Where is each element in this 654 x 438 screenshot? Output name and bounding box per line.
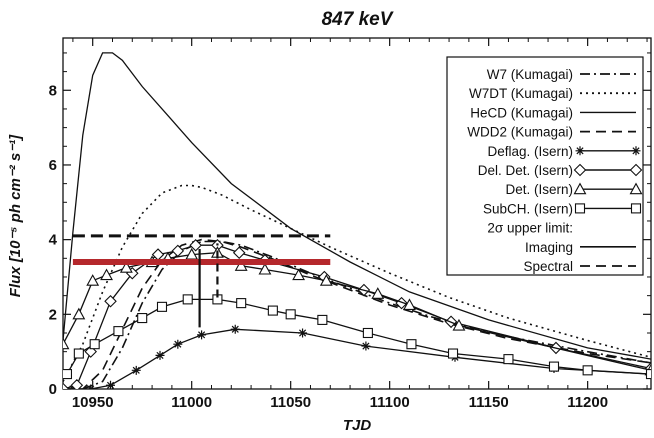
data-point-deflag-isern bbox=[231, 325, 240, 334]
legend-label-w7dt-kumagai: W7DT (Kumagai) bbox=[469, 86, 573, 101]
data-point-subch-isern bbox=[138, 314, 147, 323]
data-point-deflag-isern bbox=[106, 381, 115, 390]
y-tick-label-6: 6 bbox=[49, 157, 57, 174]
legend-marker-subch-isern bbox=[576, 204, 585, 213]
data-point-subch-isern bbox=[157, 302, 166, 311]
plot-area: 10950 11000 11050 11100 11150 11200 0 2 4 6 8 W7 (K… bbox=[49, 38, 654, 411]
data-point-del-det-isern bbox=[172, 245, 183, 256]
legend-label-w7-kumagai: W7 (Kumagai) bbox=[487, 67, 573, 82]
legend-label-hecd-kumagai: HeCD (Kumagai) bbox=[470, 105, 573, 120]
y-tick-label-2: 2 bbox=[49, 306, 57, 323]
data-point-det-isern bbox=[73, 309, 84, 319]
y-tick-label-8: 8 bbox=[49, 82, 57, 99]
x-axis-title: TJD bbox=[343, 417, 372, 433]
data-point-subch-isern bbox=[114, 327, 123, 336]
data-point-subch-isern bbox=[237, 299, 246, 308]
legend-label-deflag-isern: Deflag. (Isern) bbox=[487, 144, 573, 159]
legend-label-det-isern: Det. (Isern) bbox=[505, 182, 573, 197]
data-point-subch-isern bbox=[90, 340, 99, 349]
y-tick-label-0: 0 bbox=[49, 381, 57, 398]
legend-marker-subch-isern bbox=[632, 204, 641, 213]
data-point-del-det-isern bbox=[234, 247, 245, 258]
data-point-del-det-isern bbox=[153, 249, 164, 260]
x-tick-label-11150: 11150 bbox=[469, 394, 509, 411]
legend-marker-deflag-isern bbox=[576, 146, 585, 155]
data-point-subch-isern bbox=[449, 349, 458, 358]
data-point-det-isern bbox=[87, 275, 98, 285]
data-point-subch-isern bbox=[318, 315, 327, 324]
y-axis-title: Flux [10⁻⁵ ph cm⁻² s⁻¹] bbox=[7, 134, 24, 297]
data-point-subch-isern bbox=[62, 370, 71, 379]
data-point-deflag-isern bbox=[156, 351, 165, 360]
x-tick-label-10950: 10950 bbox=[72, 394, 114, 411]
y-tick-label-4: 4 bbox=[49, 232, 58, 249]
x-tick-label-11000: 11000 bbox=[171, 394, 212, 411]
legend-label-imaging: Imaging bbox=[525, 240, 573, 255]
legend-label-spectral: Spectral bbox=[523, 259, 573, 274]
data-point-deflag-isern bbox=[197, 330, 206, 339]
x-tick-label-11200: 11200 bbox=[567, 394, 608, 411]
data-point-subch-isern bbox=[286, 310, 295, 319]
data-point-deflag-isern bbox=[173, 340, 182, 349]
data-point-deflag-isern bbox=[86, 385, 95, 394]
legend-label-del-det-isern: Del. Det. (Isern) bbox=[478, 163, 573, 178]
data-point-deflag-isern bbox=[361, 342, 370, 351]
data-point-subch-isern bbox=[183, 295, 192, 304]
data-point-deflag-isern bbox=[298, 328, 307, 337]
x-tick-label-11050: 11050 bbox=[270, 394, 311, 411]
legend-upper-limit-title: 2σ upper limit: bbox=[487, 221, 573, 236]
data-point-subch-isern bbox=[583, 366, 592, 375]
data-point-subch-isern bbox=[268, 306, 277, 315]
series-line-subch-isern bbox=[67, 299, 651, 374]
legend-label-subch-isern: SubCH. (Isern) bbox=[483, 201, 573, 216]
data-point-deflag-isern bbox=[132, 366, 141, 375]
data-point-det-isern bbox=[101, 270, 112, 280]
x-tick-label-11100: 11100 bbox=[370, 394, 410, 411]
data-point-subch-isern bbox=[647, 370, 654, 379]
data-point-det-isern bbox=[58, 339, 69, 349]
data-point-del-det-isern bbox=[58, 384, 69, 395]
legend: W7 (Kumagai) W7DT (Kumagai) HeCD (Kumagai)… bbox=[447, 57, 643, 275]
data-point-subch-isern bbox=[363, 328, 372, 337]
data-point-subch-isern bbox=[549, 362, 558, 371]
data-point-subch-isern bbox=[74, 349, 83, 358]
legend-label-wdd2-kumagai: WDD2 (Kumagai) bbox=[467, 125, 573, 140]
data-point-subch-isern bbox=[504, 355, 513, 364]
chart-title: 847 keV bbox=[322, 9, 394, 30]
legend-marker-deflag-isern bbox=[632, 146, 641, 155]
data-point-del-det-isern bbox=[105, 296, 116, 307]
data-point-subch-isern bbox=[407, 340, 416, 349]
